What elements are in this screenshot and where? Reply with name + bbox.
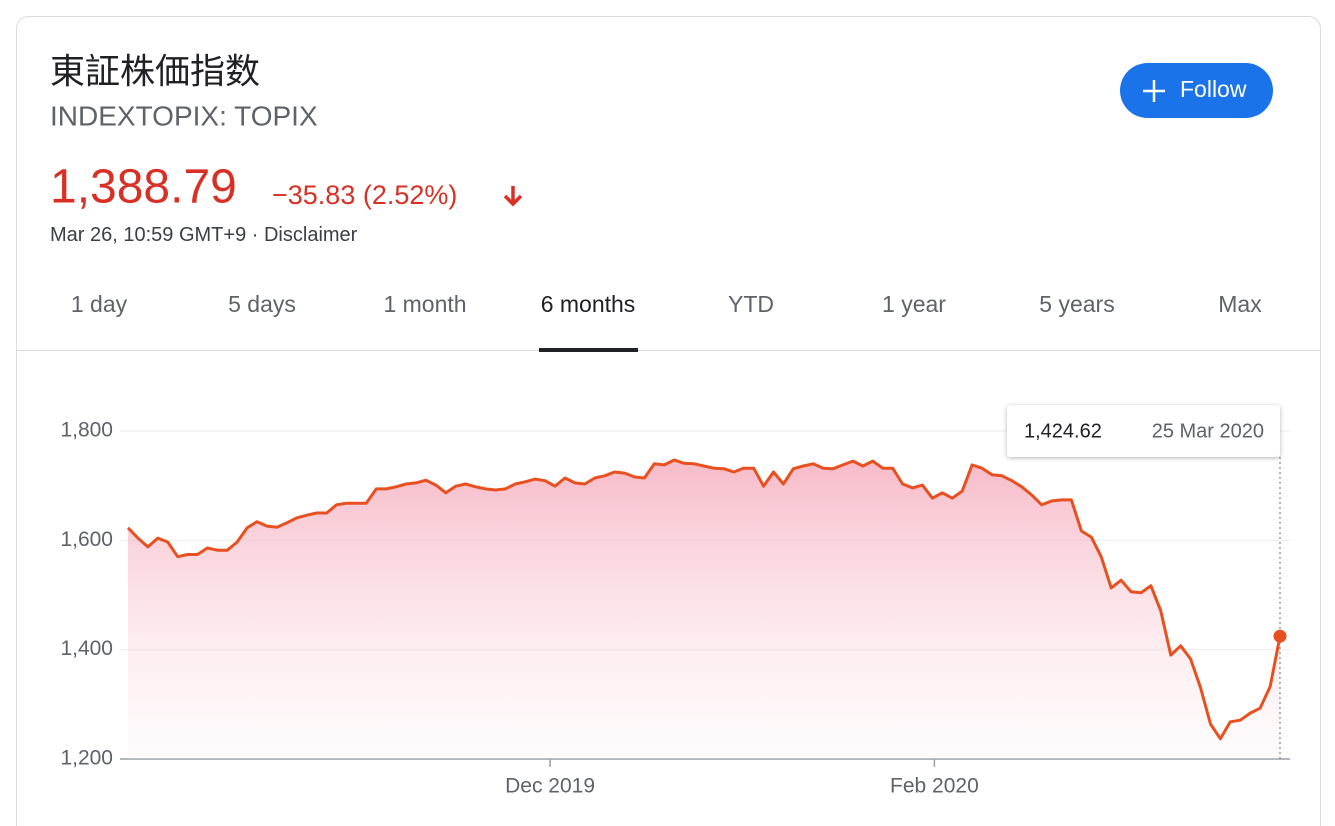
hover-point xyxy=(1273,629,1287,643)
price-line xyxy=(126,458,1282,741)
tooltip-date: 25 Mar 2020 xyxy=(1152,420,1264,442)
follow-label[interactable]: Follow xyxy=(1180,76,1247,102)
tooltip: 1,424.62 25 Mar 2020 xyxy=(1007,405,1280,457)
subtitle: INDEXTOPIX: TOPIX xyxy=(50,100,318,131)
change: −35.83 (2.52%) xyxy=(272,180,457,210)
tab-underline xyxy=(539,348,638,352)
price: 1,388.79 xyxy=(50,161,237,214)
tooltip-box xyxy=(1007,405,1280,457)
tab[interactable]: 6 months xyxy=(541,291,636,317)
tab[interactable]: 5 years xyxy=(1039,291,1114,317)
tab[interactable]: 1 month xyxy=(383,291,466,317)
timestamp-text: Mar 26, 10:59 GMT+9 · xyxy=(50,224,258,246)
y-tick-label: 1,800 xyxy=(60,419,113,442)
area xyxy=(128,460,1280,759)
follow-bg[interactable] xyxy=(1120,63,1273,118)
chart: 1,200 1,400 1,600 1,800 Dec 2019 Feb 2020 1,42… xyxy=(60,405,1290,798)
tab[interactable]: 1 day xyxy=(71,291,128,317)
y-tick-label: 1,200 xyxy=(60,747,113,770)
y-tick-label: 1,400 xyxy=(60,637,113,660)
down-arrow xyxy=(503,186,523,207)
disclaimer-link[interactable]: Disclaimer xyxy=(264,224,358,246)
x-tick-label: Dec 2019 xyxy=(505,775,595,798)
tab[interactable]: 1 year xyxy=(882,291,946,317)
plus-icon[interactable] xyxy=(1143,80,1165,102)
tab[interactable]: Max xyxy=(1218,291,1262,317)
tab[interactable]: 5 days xyxy=(228,291,296,317)
follow-button[interactable]: Follow xyxy=(1120,63,1273,118)
x-tick-label: Feb 2020 xyxy=(890,775,979,798)
timestamp: Mar 26, 10:59 GMT+9 · Disclaimer xyxy=(50,224,358,246)
tabs: 1 day 5 days 1 month 6 months YTD 1 year 5 yea… xyxy=(71,291,1262,352)
title: 東証株価指数 xyxy=(50,52,260,91)
tooltip-value: 1,424.62 xyxy=(1024,420,1102,442)
tab[interactable]: YTD xyxy=(728,291,774,317)
y-tick-label: 1,600 xyxy=(60,528,113,551)
